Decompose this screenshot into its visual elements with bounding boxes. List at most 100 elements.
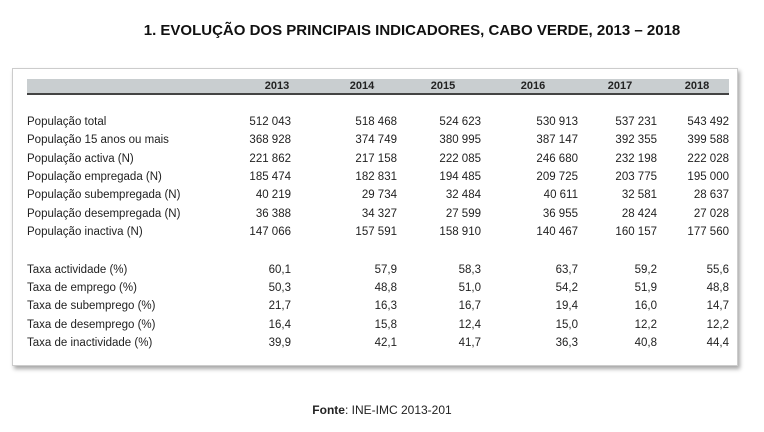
row-label: Taxa actividade (%) [27,264,128,276]
cell-2016: 246 680 [536,152,578,165]
cell-2016: 54,2 [555,282,578,295]
cell-2014: 48,8 [374,282,397,295]
cell-2015: 194 485 [439,170,481,183]
cell-2016: 209 725 [536,170,578,183]
cell-2013: 50,3 [268,282,291,295]
cell-2014: 157 591 [355,225,397,238]
cell-2015: 222 085 [439,152,481,165]
table-row: População empregada (N) 185 474 182 831 194… [27,171,737,187]
cell-2017: 12,2 [634,318,657,331]
cell-2013: 512 043 [249,116,291,128]
table-row: População 15 anos ou mais 368 928 374 749 3… [27,134,737,150]
cell-2014: 57,9 [374,264,397,276]
cell-2015: 41,7 [458,336,481,349]
cell-2018: 27 028 [693,207,729,220]
cell-2014: 182 831 [355,170,397,183]
row-label: População subempregada (N) [27,189,181,202]
cell-2017: 203 775 [615,170,657,183]
cell-2013: 39,9 [268,336,291,349]
source-label: Fonte [312,403,345,417]
row-label: Taxa de desemprego (%) [27,318,156,331]
cell-2013: 185 474 [249,170,291,183]
cell-2014: 42,1 [374,336,397,349]
cell-2017: 16,0 [634,300,657,313]
cell-2015: 27 599 [445,207,481,220]
table-row: Taxa actividade (%) 60,1 57,9 58,3 63,7 59,2 5… [27,264,737,280]
cell-2015: 524 623 [439,116,481,128]
column-header-2013: 2013 [264,80,290,92]
column-header-2017: 2017 [607,80,633,92]
cell-2018: 195 000 [687,170,729,183]
cell-2016: 36 955 [542,207,578,220]
row-label: População total [27,116,107,128]
cell-2018: 177 560 [687,225,729,238]
cell-2014: 34 327 [361,207,397,220]
cell-2015: 158 910 [439,225,481,238]
source-note: Fonte: INE-IMC 2013-201 [0,403,764,417]
row-label: Taxa de subemprego (%) [27,300,156,313]
cell-2017: 59,2 [634,264,657,276]
cell-2013: 221 862 [249,152,291,165]
cell-2016: 140 467 [536,225,578,238]
cell-2015: 51,0 [458,282,481,295]
cell-2013: 40 219 [255,189,291,202]
cell-2017: 232 198 [615,152,657,165]
cell-2018: 44,4 [706,336,729,349]
row-label: População desempregada (N) [27,207,181,220]
table-row: População activa (N) 221 862 217 158 222 08… [27,153,737,169]
cell-2015: 16,7 [458,300,481,313]
column-header-2018: 2018 [684,80,710,92]
cell-2018: 28 637 [693,189,729,202]
cell-2016: 19,4 [555,300,578,313]
row-label: População empregada (N) [27,170,162,183]
cell-2016: 530 913 [536,116,578,128]
row-label: População 15 anos ou mais [27,134,169,147]
table-row: População subempregada (N) 40 219 29 734 32… [27,189,737,205]
cell-2016: 40 611 [543,189,578,202]
cell-2016: 36,3 [555,336,578,349]
cell-2014: 518 468 [355,116,397,128]
source-text: : INE-IMC 2013-201 [344,403,452,417]
table-row: Taxa de emprego (%) 50,3 48,8 51,0 54,2 51,9 4… [27,282,737,298]
table-row: Taxa de subemprego (%) 21,7 16,3 16,7 19,4 16… [27,300,737,316]
cell-2018: 543 492 [687,116,729,128]
cell-2014: 29 734 [361,189,397,202]
table-row: Taxa de desemprego (%) 16,4 15,8 12,4 15,0 12… [27,319,737,335]
table-row: População inactiva (N) 147 066 157 591 158 … [27,226,737,242]
cell-2015: 380 995 [439,134,481,147]
cell-2018: 399 588 [687,134,729,147]
cell-2018: 48,8 [706,282,729,295]
row-label: População activa (N) [27,152,134,165]
cell-2013: 60,1 [268,264,291,276]
column-header-2016: 2016 [520,80,546,92]
cell-2013: 368 928 [249,134,291,147]
cell-2017: 537 231 [615,116,657,128]
cell-2013: 16,4 [268,318,291,331]
indicators-table: 2013 2014 2015 2016 2017 2018 População total… [12,68,738,366]
cell-2017: 28 424 [621,207,657,220]
column-header-2015: 2015 [430,80,456,92]
row-label: Taxa de emprego (%) [27,282,137,295]
cell-2016: 387 147 [536,134,578,147]
cell-2015: 58,3 [458,264,481,276]
cell-2014: 15,8 [374,318,397,331]
cell-2017: 160 157 [615,225,657,238]
cell-2013: 147 066 [249,225,291,238]
cell-2017: 51,9 [634,282,657,295]
cell-2016: 15,0 [555,318,578,331]
cell-2014: 217 158 [355,152,397,165]
page-title: 1. EVOLUÇÃO DOS PRINCIPAIS INDICADORES, … [143,22,681,39]
cell-2018: 12,2 [706,318,729,331]
cell-2017: 32 581 [621,189,657,202]
row-label: População inactiva (N) [27,225,143,238]
column-header-2014: 2014 [349,80,375,92]
cell-2017: 40,8 [634,336,657,349]
cell-2018: 55,6 [706,264,729,276]
row-label: Taxa de inactividade (%) [27,336,153,349]
cell-2015: 12,4 [458,318,481,331]
cell-2013: 36 388 [255,207,291,220]
table-header: 2013 2014 2015 2016 2017 2018 [27,79,729,95]
cell-2014: 16,3 [374,300,397,313]
table-row: Taxa de inactividade (%) 39,9 42,1 41,7 36,3… [27,337,737,353]
cell-2018: 14,7 [706,300,729,313]
